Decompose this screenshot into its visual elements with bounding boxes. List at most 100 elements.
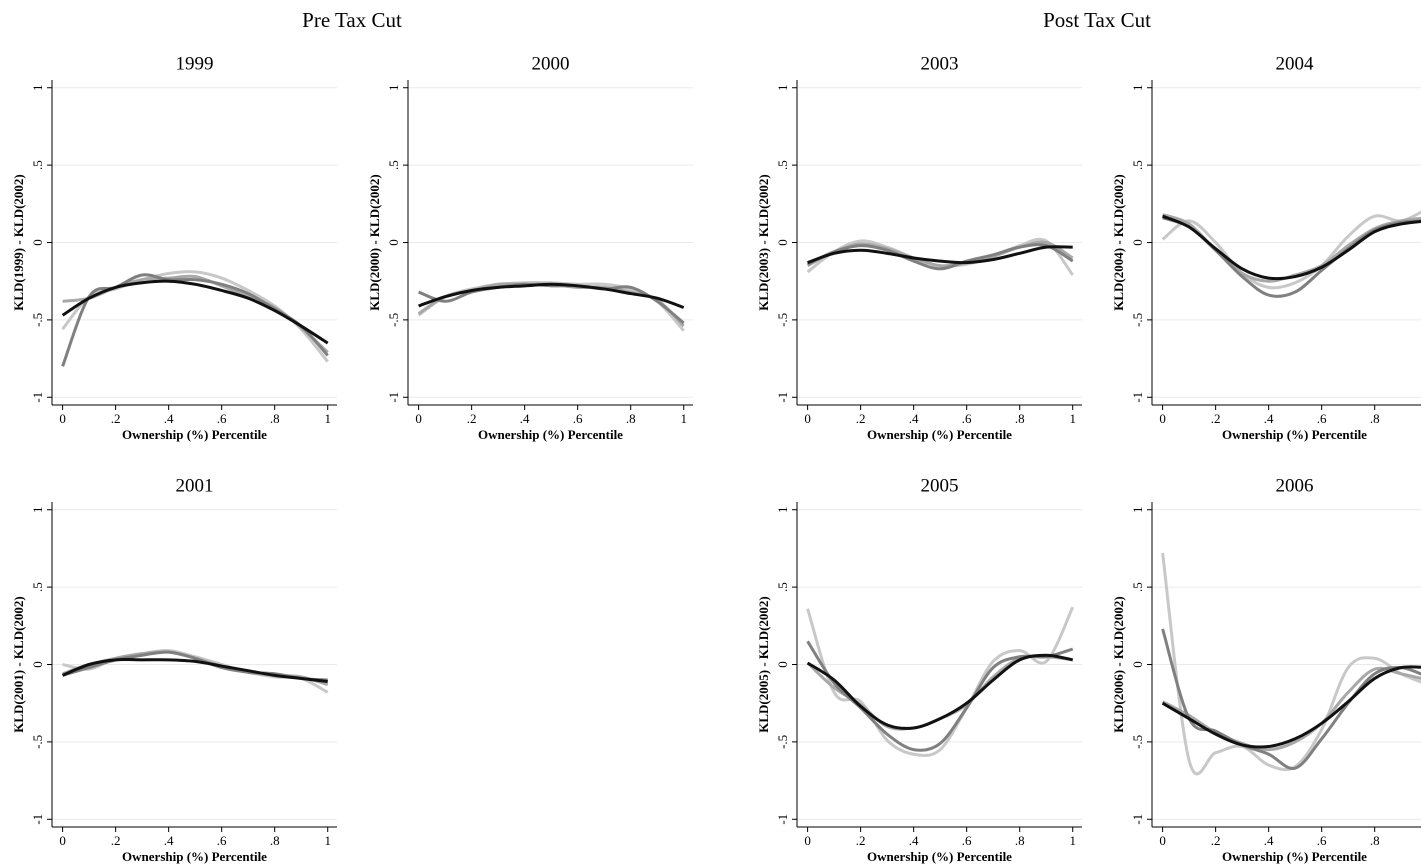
x-tick-label: 1 (324, 411, 331, 426)
x-tick-label: .8 (626, 411, 636, 426)
x-tick-label: 0 (415, 411, 422, 426)
y-axis-label: KLD(2000) - KLD(2002) (367, 174, 382, 311)
x-axis-label: Ownership (%) Percentile (122, 427, 267, 442)
y-tick-label: -.5 (30, 313, 45, 327)
series-line (1161, 210, 1421, 290)
y-tick-label: 1 (775, 506, 790, 513)
x-tick-label: .6 (1317, 833, 1327, 848)
x-tick-label: 0 (1159, 833, 1166, 848)
y-tick-label: .5 (1130, 160, 1145, 170)
series-line (61, 273, 329, 367)
y-tick-label: 1 (30, 84, 45, 91)
y-axis-label: KLD(2006) - KLD(2002) (1111, 596, 1126, 733)
x-tick-label: .4 (1264, 833, 1274, 848)
series-line (418, 282, 685, 325)
y-tick-label: 1 (775, 84, 790, 91)
x-tick-label: .2 (111, 833, 121, 848)
y-tick-label: .5 (30, 160, 45, 170)
panel: 2003 -1 -.5 0 .5 1 0 .2 .4 .6 .8 1 Ownership (%) Per… (756, 53, 1082, 442)
y-tick-label: 1 (30, 506, 45, 513)
y-tick-label: 0 (30, 239, 45, 246)
x-tick-label: 1 (680, 411, 687, 426)
y-tick-label: -.5 (30, 735, 45, 749)
x-tick-label: .8 (1370, 411, 1380, 426)
y-tick-label: 0 (1130, 661, 1145, 668)
series-line (61, 279, 329, 345)
x-tick-label: .4 (909, 411, 919, 426)
panel-title: 2006 (1276, 475, 1314, 496)
x-tick-label: .4 (909, 833, 919, 848)
x-tick-label: .8 (1015, 833, 1025, 848)
x-tick-label: 0 (804, 833, 811, 848)
series-line (1162, 214, 1421, 281)
y-tick-label: 1 (1130, 84, 1145, 91)
series-line (1162, 213, 1421, 283)
x-tick-label: .2 (467, 411, 477, 426)
series-line (806, 640, 1074, 752)
panel: 1999 -1 -.5 0 .5 1 0 .2 .4 .6 .8 1 Ownership (%) Per… (11, 53, 337, 442)
panel: 2000 -1 -.5 0 .5 1 0 .2 .4 .6 .8 1 Ownership (%) Per… (367, 53, 693, 442)
x-tick-label: .4 (164, 833, 174, 848)
y-tick-label: -1 (30, 392, 45, 403)
series-line (806, 243, 1074, 271)
y-tick-label: .5 (1130, 582, 1145, 592)
panel-title: 2005 (921, 475, 959, 496)
y-tick-label: -1 (30, 814, 45, 825)
x-tick-label: .4 (1264, 411, 1274, 426)
x-tick-label: 1 (1069, 833, 1076, 848)
x-axis-label: Ownership (%) Percentile (1222, 849, 1367, 864)
y-tick-label: .5 (30, 582, 45, 592)
x-tick-label: .8 (270, 411, 280, 426)
panel-title: 1999 (176, 53, 214, 74)
y-tick-label: -.5 (1130, 313, 1145, 327)
x-tick-label: .4 (164, 411, 174, 426)
x-axis-label: Ownership (%) Percentile (1222, 427, 1367, 442)
group-title: Pre Tax Cut (302, 8, 402, 32)
y-tick-label: -1 (775, 814, 790, 825)
x-tick-label: 0 (804, 411, 811, 426)
y-tick-label: -.5 (775, 735, 790, 749)
x-tick-label: 0 (1159, 411, 1166, 426)
x-tick-label: .2 (1211, 833, 1221, 848)
y-tick-label: 0 (1130, 239, 1145, 246)
y-tick-label: -.5 (386, 313, 401, 327)
series-line (1161, 552, 1421, 776)
y-tick-label: -.5 (1130, 735, 1145, 749)
y-axis-label: KLD(2003) - KLD(2002) (756, 174, 771, 311)
x-tick-label: .6 (573, 411, 583, 426)
x-tick-label: 0 (59, 411, 66, 426)
panel-title: 2004 (1276, 53, 1315, 74)
x-tick-label: .6 (217, 411, 227, 426)
group-title: Post Tax Cut (1043, 8, 1151, 32)
x-tick-label: .2 (111, 411, 121, 426)
x-axis-label: Ownership (%) Percentile (867, 849, 1012, 864)
series-line (62, 658, 328, 684)
y-axis-label: KLD(2005) - KLD(2002) (756, 596, 771, 733)
y-tick-label: -.5 (775, 313, 790, 327)
x-tick-label: 0 (59, 833, 66, 848)
x-axis-label: Ownership (%) Percentile (122, 849, 267, 864)
y-tick-label: -1 (775, 392, 790, 403)
series-line (418, 282, 685, 309)
y-tick-label: -1 (1130, 392, 1145, 403)
series-line (417, 281, 685, 332)
panel-title: 2003 (921, 53, 959, 74)
x-tick-label: .8 (270, 833, 280, 848)
panel-title: 2000 (532, 53, 570, 74)
x-tick-label: .6 (217, 833, 227, 848)
x-tick-label: 1 (1069, 411, 1076, 426)
x-tick-label: .4 (520, 411, 530, 426)
series-line (1161, 665, 1421, 749)
x-tick-label: .8 (1370, 833, 1380, 848)
y-tick-label: 1 (1130, 506, 1145, 513)
y-tick-label: .5 (775, 582, 790, 592)
x-tick-label: .8 (1015, 411, 1025, 426)
series-line (806, 653, 1074, 730)
y-axis-label: KLD(2001) - KLD(2002) (11, 596, 26, 733)
y-tick-label: 1 (386, 84, 401, 91)
y-tick-label: 0 (775, 239, 790, 246)
y-tick-label: -1 (386, 392, 401, 403)
